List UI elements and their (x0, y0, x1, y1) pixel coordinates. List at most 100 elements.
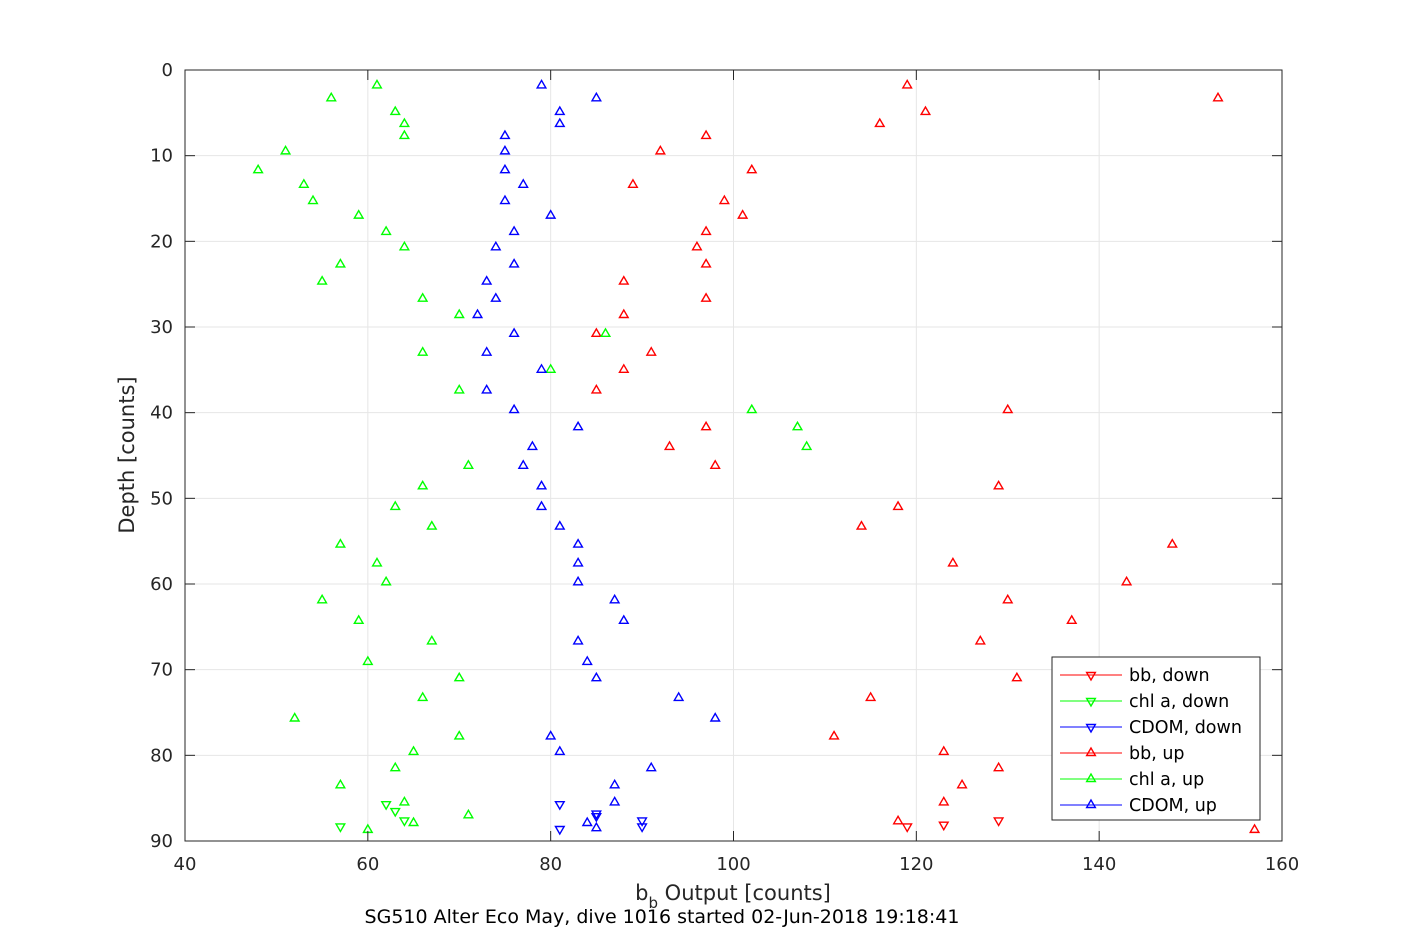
data-point (700, 225, 712, 236)
data-point (1002, 593, 1014, 604)
data-marks (252, 79, 1261, 836)
y-tick-label: 40 (150, 403, 173, 424)
data-point (334, 258, 346, 268)
data-point (417, 691, 429, 702)
data-point (481, 275, 493, 285)
data-point (1066, 614, 1078, 625)
data-point (919, 105, 932, 116)
data-point (554, 520, 566, 530)
data-point (545, 730, 557, 740)
data-point (398, 817, 410, 827)
y-tick-label: 30 (150, 317, 173, 338)
data-point (746, 163, 758, 174)
data-point (993, 761, 1005, 772)
data-point (389, 807, 401, 818)
data-point (636, 823, 648, 833)
x-tick-label: 40 (174, 854, 197, 875)
data-point (618, 614, 630, 625)
data-point (901, 79, 913, 89)
data-point (791, 420, 804, 431)
data-point (325, 91, 337, 102)
data-point (1002, 403, 1014, 414)
data-point (471, 308, 484, 319)
data-point (426, 520, 438, 530)
data-point (462, 808, 474, 819)
data-point (353, 614, 365, 625)
data-point (453, 671, 465, 682)
data-point (417, 346, 429, 356)
data-point (673, 691, 685, 702)
data-point (389, 105, 401, 116)
x-tick-label: 100 (716, 854, 750, 875)
data-point (700, 258, 712, 268)
y-tick-label: 70 (150, 660, 173, 681)
series-cdom-up (471, 79, 721, 832)
data-point (499, 129, 511, 140)
data-point (252, 163, 264, 174)
y-tick-label: 20 (150, 231, 173, 252)
data-point (572, 635, 584, 645)
data-point (590, 383, 602, 394)
data-point (590, 821, 602, 832)
data-point (490, 240, 502, 251)
data-point (636, 817, 648, 827)
data-point (572, 538, 584, 548)
data-point (353, 209, 365, 219)
data-point (453, 730, 465, 740)
data-point (609, 593, 621, 604)
data-point (654, 144, 666, 155)
y-axis-label: Depth [counts] (115, 376, 139, 533)
data-point (289, 712, 301, 722)
data-point (426, 635, 438, 645)
data-point (590, 327, 602, 338)
data-point (993, 479, 1005, 490)
series-bb-down (901, 817, 1005, 833)
data-point (554, 825, 566, 836)
data-point (609, 796, 621, 806)
figure-caption: SG510 Alter Eco May, dive 1016 started 0… (365, 906, 960, 928)
legend-marker (1085, 798, 1097, 809)
legend-marker (1085, 671, 1097, 682)
data-point (874, 117, 886, 128)
data-point (398, 129, 410, 140)
legend-label: chl a, up (1129, 770, 1204, 790)
x-tick-label: 160 (1265, 854, 1299, 875)
data-point (618, 275, 630, 285)
data-point (316, 275, 328, 285)
data-point (618, 308, 630, 319)
data-point (1121, 575, 1133, 586)
data-point (892, 814, 904, 825)
data-point (663, 440, 676, 451)
data-point (581, 816, 593, 827)
data-point (380, 575, 392, 586)
data-point (554, 117, 566, 128)
data-point (554, 745, 566, 756)
legend: bb, down chl a, down CDOM, down bb, up chl a… (1051, 656, 1261, 821)
data-point (334, 538, 346, 548)
data-point (380, 225, 392, 236)
data-point (490, 292, 502, 302)
data-point (901, 823, 913, 833)
data-point (737, 209, 749, 219)
data-point (508, 225, 520, 236)
data-point (865, 691, 877, 702)
data-point (499, 194, 511, 205)
data-point (481, 346, 493, 356)
data-point (645, 761, 657, 772)
data-point (709, 459, 721, 469)
x-axis-label: bb Output [counts] (635, 881, 831, 912)
data-point (334, 823, 346, 833)
data-point (554, 105, 566, 116)
x-tick-label: 80 (539, 854, 562, 875)
series-cdom-down (554, 800, 648, 836)
data-point (362, 655, 374, 666)
data-point (508, 403, 520, 414)
data-point (307, 194, 319, 205)
data-point (526, 440, 538, 451)
data-point (627, 178, 639, 188)
data-point (700, 420, 712, 431)
axis-ticks: 40 60 80 100 120 140 160 0 10 20 30 40 50 60 70 80 90 (150, 60, 1299, 875)
data-point (453, 308, 465, 319)
x-tick-label: 140 (1082, 854, 1116, 875)
